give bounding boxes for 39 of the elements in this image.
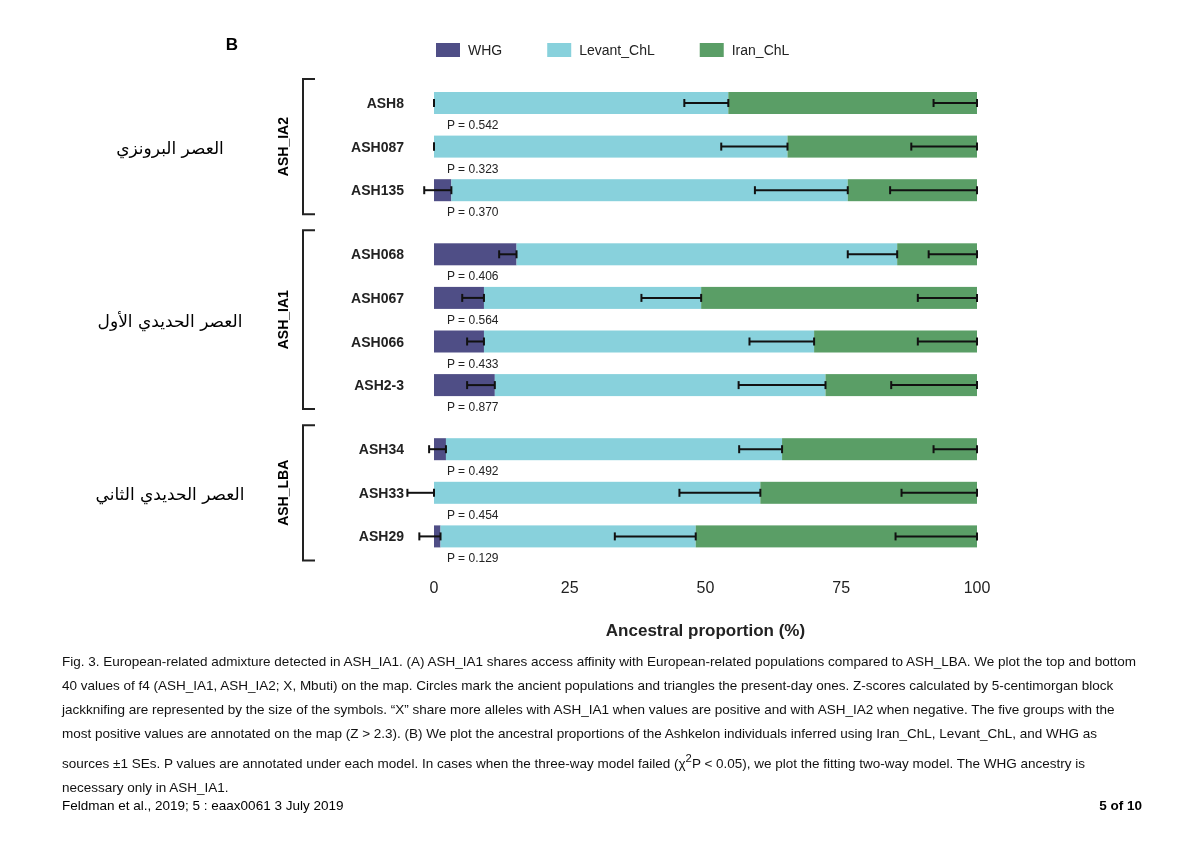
text: ASH_LBA — [275, 459, 291, 526]
y-tick-label: ASH33 — [358, 484, 405, 501]
annotation: P = 0.323 — [447, 161, 499, 176]
text: B — [225, 35, 239, 54]
y-tick-label: ASH8 — [366, 95, 405, 111]
x-tick-label: 75 — [832, 579, 851, 596]
text: العصر الحديدي الثاني — [95, 483, 245, 505]
annotation: P = 0.129 — [447, 551, 499, 566]
x-tick-label: 0 — [429, 579, 439, 596]
y-tick-label: ASH087 — [351, 138, 405, 155]
annotation: P = 0.406 — [447, 269, 499, 284]
text: العصر البرونزي — [116, 137, 224, 159]
annotation: P = 0.877 — [447, 400, 499, 415]
y-tick-label: ASH2-3 — [354, 377, 405, 394]
text: Fig. 3. European-related admixture detected in ASH_IA1. (A) ASH_IA1 shares access affinity with European-related populations compared to ASH_LBA. We plot the top and bottom 40 values of f4 (ASH_IA1, ASH_IA2; X, Mbuti) on the map. Circles mark the ancient populations and triangles the present-day ones. Z-scores calculated by 5-centimorgan block jackknifing are represented by the size of the symbols. “X” share more alleles with ASH_IA1 when values are positive and with ASH_IA2 when negative. The five groups with the most positive values are annotated on the map (Z > 2.3). (B) We plot the ancestral proportions of the Ashkelon individuals inferred using Iran_ChL, Levant_ChL, and WHG as sources ±1 SEs. P values are annotated under each model. In cases when the three-way model failed (χ$^{2}$P < 0.05), we plot the fitting two-way model. The WHG ancestry is necessary only in ASH_IA1. — [62, 654, 1137, 795]
annotation: P = 0.542 — [447, 118, 499, 132]
text: العصر الحديدي الأول — [97, 310, 243, 332]
text: ASH_IA1 — [275, 289, 291, 350]
y-tick-label: ASH29 — [358, 528, 405, 545]
legend-label: WHG — [468, 42, 503, 58]
y-tick-label: ASH068 — [351, 246, 405, 263]
y-tick-label: ASH066 — [351, 333, 405, 350]
x-tick-label: 50 — [696, 579, 715, 596]
annotation: P = 0.492 — [447, 464, 499, 479]
y-tick-label: ASH067 — [351, 289, 405, 306]
text: ASH_IA2 — [275, 116, 291, 177]
annotation: P = 0.370 — [447, 205, 499, 220]
annotation: P = 0.433 — [447, 356, 499, 371]
y-tick-label: ASH135 — [351, 182, 405, 199]
text: 5 of 10 — [1099, 798, 1142, 813]
x-axis-title: Ancestral proportion (%) — [605, 621, 806, 640]
annotation: P = 0.454 — [447, 507, 499, 522]
legend-label: Iran_ChL — [731, 42, 790, 58]
text: Feldman et al., 2019; 5 : eaax0061 3 July 2019 — [62, 798, 344, 813]
annotation: P = 0.564 — [447, 312, 499, 327]
x-tick-label: 25 — [560, 579, 579, 596]
legend-label: Levant_ChL — [579, 42, 655, 58]
x-tick-label: 100 — [963, 579, 991, 596]
y-tick-label: ASH34 — [358, 441, 405, 458]
